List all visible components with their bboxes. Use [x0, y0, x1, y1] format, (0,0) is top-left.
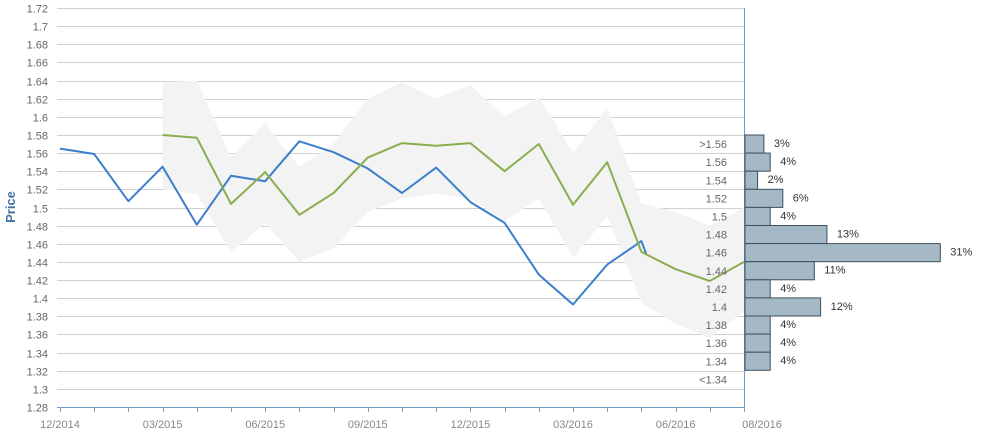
axes: 1.28 1.3 1.32 1.34 1.36 1.38 1.4 1.42 1.44 1.46 1.…	[27, 4, 782, 432]
y-tick-label: 1.3	[33, 385, 48, 397]
y-tick-label: 1.68	[27, 40, 48, 52]
y-tick-label: 1.48	[27, 222, 48, 234]
histogram-bin-label: >1.56	[699, 139, 727, 151]
histogram-bar	[744, 351, 771, 371]
histogram-bar	[744, 152, 771, 172]
histogram-bin-label: 1.48	[706, 230, 727, 242]
histogram-percent-label: 3%	[774, 138, 790, 150]
histogram-bar	[744, 170, 759, 190]
histogram-bin-label: 1.46	[706, 248, 727, 260]
y-tick-label: 1.62	[27, 95, 48, 107]
y-tick-label: 1.42	[27, 276, 48, 288]
x-tick-label: 06/2016	[656, 419, 696, 431]
y-tick-label: 1.44	[27, 258, 48, 270]
y-tick-label: 1.4	[33, 294, 48, 306]
histogram-bar	[744, 225, 828, 245]
histogram-bar	[744, 188, 784, 208]
y-tick-label: 1.34	[27, 349, 48, 361]
y-tick-label: 1.72	[27, 4, 48, 16]
histogram-percent-label: 13%	[837, 229, 859, 241]
x-tick-label: 09/2015	[348, 419, 388, 431]
x-tick-label: 08/2016	[742, 419, 782, 431]
x-tick-label: 06/2015	[245, 419, 285, 431]
histogram-bin-label: 1.52	[706, 193, 727, 205]
y-tick-label: 1.7	[33, 22, 48, 34]
histogram-percent-label: 4%	[780, 319, 796, 331]
histogram-percent-label: 11%	[824, 265, 845, 277]
histogram-bin-label: 1.54	[706, 175, 727, 187]
histogram-bin-label: 1.42	[706, 284, 727, 296]
y-axis-label: Price	[3, 191, 18, 223]
histogram-percent-label: 4%	[780, 210, 796, 222]
y-tick-label: 1.66	[27, 58, 48, 70]
histogram-bar	[744, 315, 771, 335]
histogram-bar	[744, 279, 771, 299]
forecast-band-area	[162, 80, 745, 339]
histogram-bar	[744, 297, 822, 317]
y-tick-label: 1.32	[27, 367, 48, 379]
y-tick-label: 1.38	[27, 312, 48, 324]
y-tick-label: 1.46	[27, 240, 48, 252]
histogram-bar	[744, 261, 815, 281]
x-tick-label: 03/2016	[553, 419, 593, 431]
y-tick-label: 1.52	[27, 185, 48, 197]
histogram-bar	[744, 134, 765, 154]
x-tick-label: 12/2015	[451, 419, 491, 431]
y-tick-label: 1.36	[27, 330, 48, 342]
y-tick-label: 1.28	[27, 403, 48, 415]
histogram-bar	[744, 333, 771, 353]
histogram-bin-label: 1.34	[706, 356, 727, 368]
histogram-bar	[744, 206, 771, 226]
forecast-series-line	[162, 134, 745, 282]
actual-series-line	[59, 140, 648, 306]
histogram-percent-label: 4%	[780, 283, 796, 295]
forecast-histogram: >1.56 3% 1.56 4% 1.54 2% 1.52 6% 1.5 4% 1.48 13% 1.4…	[699, 134, 973, 386]
histogram-bin-label: 1.36	[706, 338, 727, 350]
confidence-band	[162, 80, 745, 339]
x-tick-label: 12/2014	[40, 419, 80, 431]
y-tick-label: 1.56	[27, 149, 48, 161]
histogram-percent-label: 31%	[950, 247, 972, 259]
histogram-percent-label: 4%	[780, 355, 796, 367]
histogram-bin-label: 1.44	[706, 266, 727, 278]
histogram-percent-label: 6%	[793, 192, 809, 204]
y-tick-label: 1.58	[27, 131, 48, 143]
histogram-bin-label: <1.34	[699, 374, 727, 386]
histogram-bin-label: 1.5	[712, 212, 727, 224]
y-tick-label: 1.5	[33, 204, 48, 216]
series-lines	[59, 134, 745, 306]
histogram-percent-label: 12%	[831, 301, 853, 313]
y-tick-label: 1.54	[27, 167, 48, 179]
x-tick-label: 03/2015	[143, 419, 183, 431]
histogram-bin-label: 1.4	[712, 302, 727, 314]
y-tick-label: 1.6	[33, 113, 48, 125]
y-tick-label: 1.64	[27, 77, 48, 89]
histogram-bin-label: 1.56	[706, 157, 727, 169]
histogram-percent-label: 2%	[768, 174, 784, 186]
histogram-bar	[744, 243, 941, 263]
histogram-bin-label: 1.38	[706, 320, 727, 332]
histogram-percent-label: 4%	[780, 156, 796, 168]
histogram-percent-label: 4%	[780, 337, 796, 349]
